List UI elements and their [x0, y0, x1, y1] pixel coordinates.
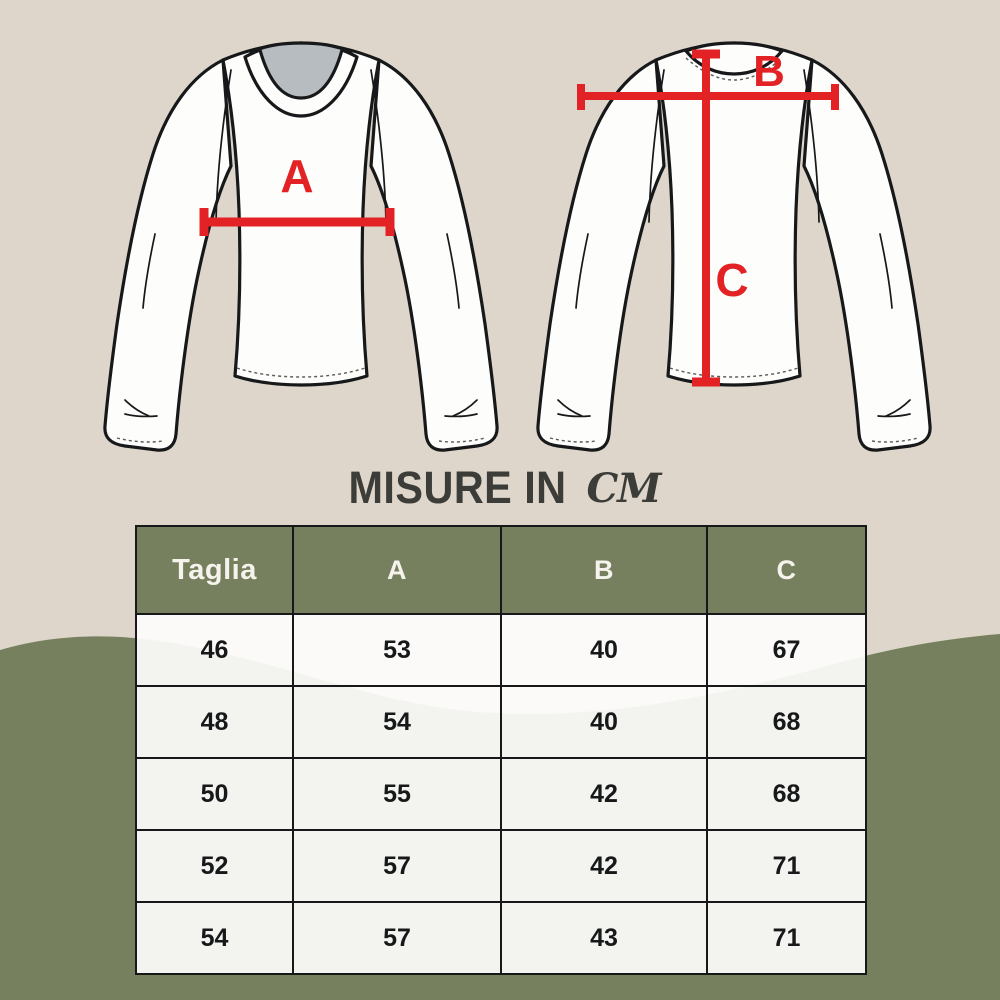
table-row: 48 54 40 68 [135, 685, 867, 759]
table-header-taglia: Taglia [135, 525, 294, 615]
cell-b: 43 [500, 901, 708, 975]
cell-a: 57 [292, 901, 502, 975]
table-row: 54 57 43 71 [135, 901, 867, 975]
chart-title: MISURE IN CM [0, 462, 1000, 514]
table-header-b: B [500, 525, 708, 615]
cell-taglia: 54 [135, 901, 294, 975]
measure-line-b [577, 84, 839, 110]
table-row: 50 55 42 68 [135, 757, 867, 831]
table-header-row: Taglia A B C [135, 525, 867, 615]
chart-title-main: MISURE IN [348, 462, 567, 513]
cell-c: 67 [706, 613, 867, 687]
chart-title-unit: CM [586, 464, 661, 512]
cell-taglia: 46 [135, 613, 294, 687]
table-header-a: A [292, 525, 502, 615]
measure-line-a [199, 208, 395, 236]
cell-taglia: 50 [135, 757, 294, 831]
cell-c: 68 [706, 757, 867, 831]
size-table: Taglia A B C 46 53 40 67 48 54 40 68 50 … [135, 525, 867, 975]
table-row: 46 53 40 67 [135, 613, 867, 687]
table-header-c: C [706, 525, 867, 615]
cell-taglia: 48 [135, 685, 294, 759]
measure-line-c [692, 49, 720, 387]
measure-label-b: B [753, 47, 785, 96]
cell-a: 54 [292, 685, 502, 759]
garment-front-illustration: A [103, 41, 499, 452]
cell-b: 40 [500, 685, 708, 759]
cell-c: 71 [706, 901, 867, 975]
cell-taglia: 52 [135, 829, 294, 903]
cell-b: 42 [500, 757, 708, 831]
cell-b: 42 [500, 829, 708, 903]
garment-back-illustration: B C [536, 41, 932, 452]
cell-a: 53 [292, 613, 502, 687]
cell-c: 71 [706, 829, 867, 903]
cell-a: 57 [292, 829, 502, 903]
table-row: 52 57 42 71 [135, 829, 867, 903]
cell-a: 55 [292, 757, 502, 831]
cell-b: 40 [500, 613, 708, 687]
cell-c: 68 [706, 685, 867, 759]
measure-label-a: A [280, 150, 313, 202]
measure-label-c: C [715, 254, 748, 306]
